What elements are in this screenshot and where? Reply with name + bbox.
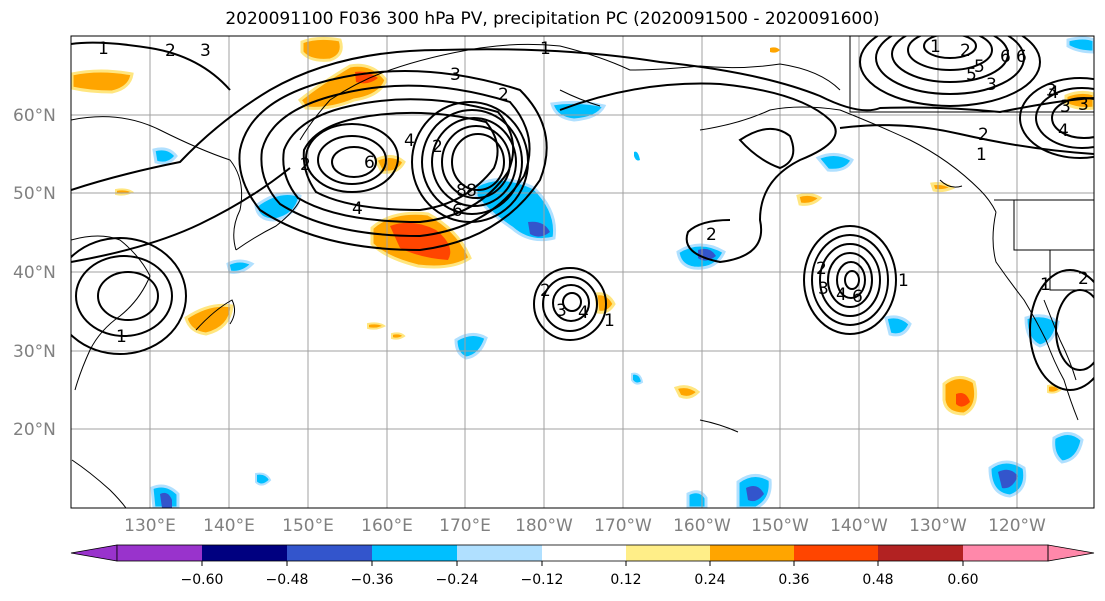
contour-label: 3: [1046, 81, 1057, 101]
lat-label: 20°N: [13, 420, 56, 440]
contour-label: 6: [852, 287, 863, 307]
colorbar-tick-label: −0.24: [436, 572, 479, 588]
lon-label: 120°W: [988, 516, 1046, 536]
contour-label: 2: [300, 155, 311, 175]
contour-label: 6: [1016, 47, 1027, 67]
contour-label: 4: [352, 199, 363, 219]
lat-label: 30°N: [13, 342, 56, 362]
colorbar-segment: [878, 545, 963, 561]
lon-label: 130°W: [909, 516, 967, 536]
contour-label: 1: [976, 145, 987, 165]
pv-contours: [71, 36, 1094, 391]
colorbar-tick-label: 0.48: [862, 572, 893, 588]
lon-label: 130°E: [124, 516, 176, 536]
contour-label: 1: [1040, 275, 1051, 295]
contour-label: 1: [930, 37, 941, 57]
contour-label: 6: [1000, 47, 1011, 67]
colorbar-segment: [117, 545, 202, 561]
longitude-labels: 130°E 140°E 150°E 160°E 170°E 180°W 170°…: [124, 516, 1046, 536]
contour-label: 3: [1078, 95, 1089, 115]
contour-label: 2: [165, 41, 176, 61]
positive-precip-areas: [71, 36, 1094, 416]
colorbar-segment: [710, 545, 794, 561]
contour-label: 4: [836, 285, 847, 305]
contour-label: 2: [1078, 269, 1089, 289]
lon-label: 150°W: [751, 516, 809, 536]
map-frame: [70, 35, 1095, 509]
contour-label: 3: [200, 41, 211, 61]
lon-label: 160°W: [673, 516, 731, 536]
lon-label: 170°W: [594, 516, 652, 536]
lat-label: 40°N: [13, 263, 56, 283]
colorbar-tick-label: 0.24: [694, 572, 725, 588]
lon-label: 140°W: [830, 516, 888, 536]
colorbar-segment: [372, 545, 457, 561]
contour-label: 4: [404, 131, 415, 151]
colorbar-low-extend: [70, 544, 118, 562]
colorbar-segment: [794, 545, 878, 561]
colorbar-tick-label: −0.12: [521, 572, 564, 588]
colorbar-high-extend: [1047, 544, 1095, 562]
graticule: [71, 36, 1094, 508]
contour-label: 2: [498, 85, 509, 105]
lat-label: 60°N: [13, 106, 56, 126]
colorbar-tick-label: 0.60: [947, 572, 978, 588]
colorbar-outline: [116, 544, 1049, 562]
contour-label: 4: [1048, 83, 1059, 103]
lon-label: 150°E: [282, 516, 334, 536]
contour-label: 2: [978, 125, 989, 145]
contour-label: 3: [556, 301, 567, 321]
colorbar-segment: [202, 545, 287, 561]
colorbar-segment: [963, 545, 1048, 561]
contour-label: 1: [898, 271, 909, 291]
contour-label: 8: [456, 181, 467, 201]
contour-label: 1: [116, 327, 127, 347]
contour-label: 3: [986, 75, 997, 95]
contour-label: 1: [604, 311, 615, 331]
contour-label: 4: [578, 303, 589, 323]
contour-label: 6: [452, 201, 463, 221]
colorbar-tick-label: −0.48: [266, 572, 309, 588]
contour-label: 5: [974, 57, 985, 77]
colorbar-tick-label: −0.36: [351, 572, 394, 588]
contour-label: 4: [1058, 121, 1069, 141]
map-area: 1 2 3 1 2 3 4 6 8 2 4 6 8 2 2 3 4 1 2 3 …: [71, 36, 1094, 508]
contour-label: 2: [960, 41, 971, 61]
colorbar-segment: [287, 545, 372, 561]
lon-label: 180°W: [515, 516, 573, 536]
colorbar-tick-label: 0.36: [778, 572, 809, 588]
contour-label: 2: [816, 259, 827, 279]
lon-label: 140°E: [203, 516, 255, 536]
colorbar-segment: [542, 545, 626, 561]
contour-label: 1: [540, 39, 551, 59]
contour-label: 2: [706, 225, 717, 245]
contour-label: 8: [466, 181, 477, 201]
lon-label: 170°E: [439, 516, 491, 536]
contour-labels: 1 2 3 1 2 3 4 6 8 2 4 6 8 2 2 3 4 1 2 3 …: [98, 37, 1089, 347]
contour-label: 1: [98, 39, 109, 59]
contour-label: 3: [450, 65, 461, 85]
colorbar-tick-label: 0.12: [610, 572, 641, 588]
latitude-labels: 60°N 50°N 40°N 30°N 20°N: [13, 106, 56, 440]
contour-label: 2: [432, 137, 443, 157]
colorbar-tick-label: −0.60: [181, 572, 224, 588]
colorbar: −0.60 −0.48 −0.36 −0.24 −0.12 0.12 0.24 …: [70, 544, 1095, 588]
lon-label: 160°E: [361, 516, 413, 536]
lat-label: 50°N: [13, 184, 56, 204]
contour-label: 5: [966, 65, 977, 85]
map-title: 2020091100 F036 300 hPa PV, precipitatio…: [225, 9, 880, 29]
contour-label: 3: [818, 279, 829, 299]
contour-label: 2: [540, 281, 551, 301]
contour-label: 3: [1060, 97, 1071, 117]
contour-label: 6: [364, 153, 375, 173]
colorbar-segment: [626, 545, 710, 561]
colorbar-segment: [457, 545, 542, 561]
